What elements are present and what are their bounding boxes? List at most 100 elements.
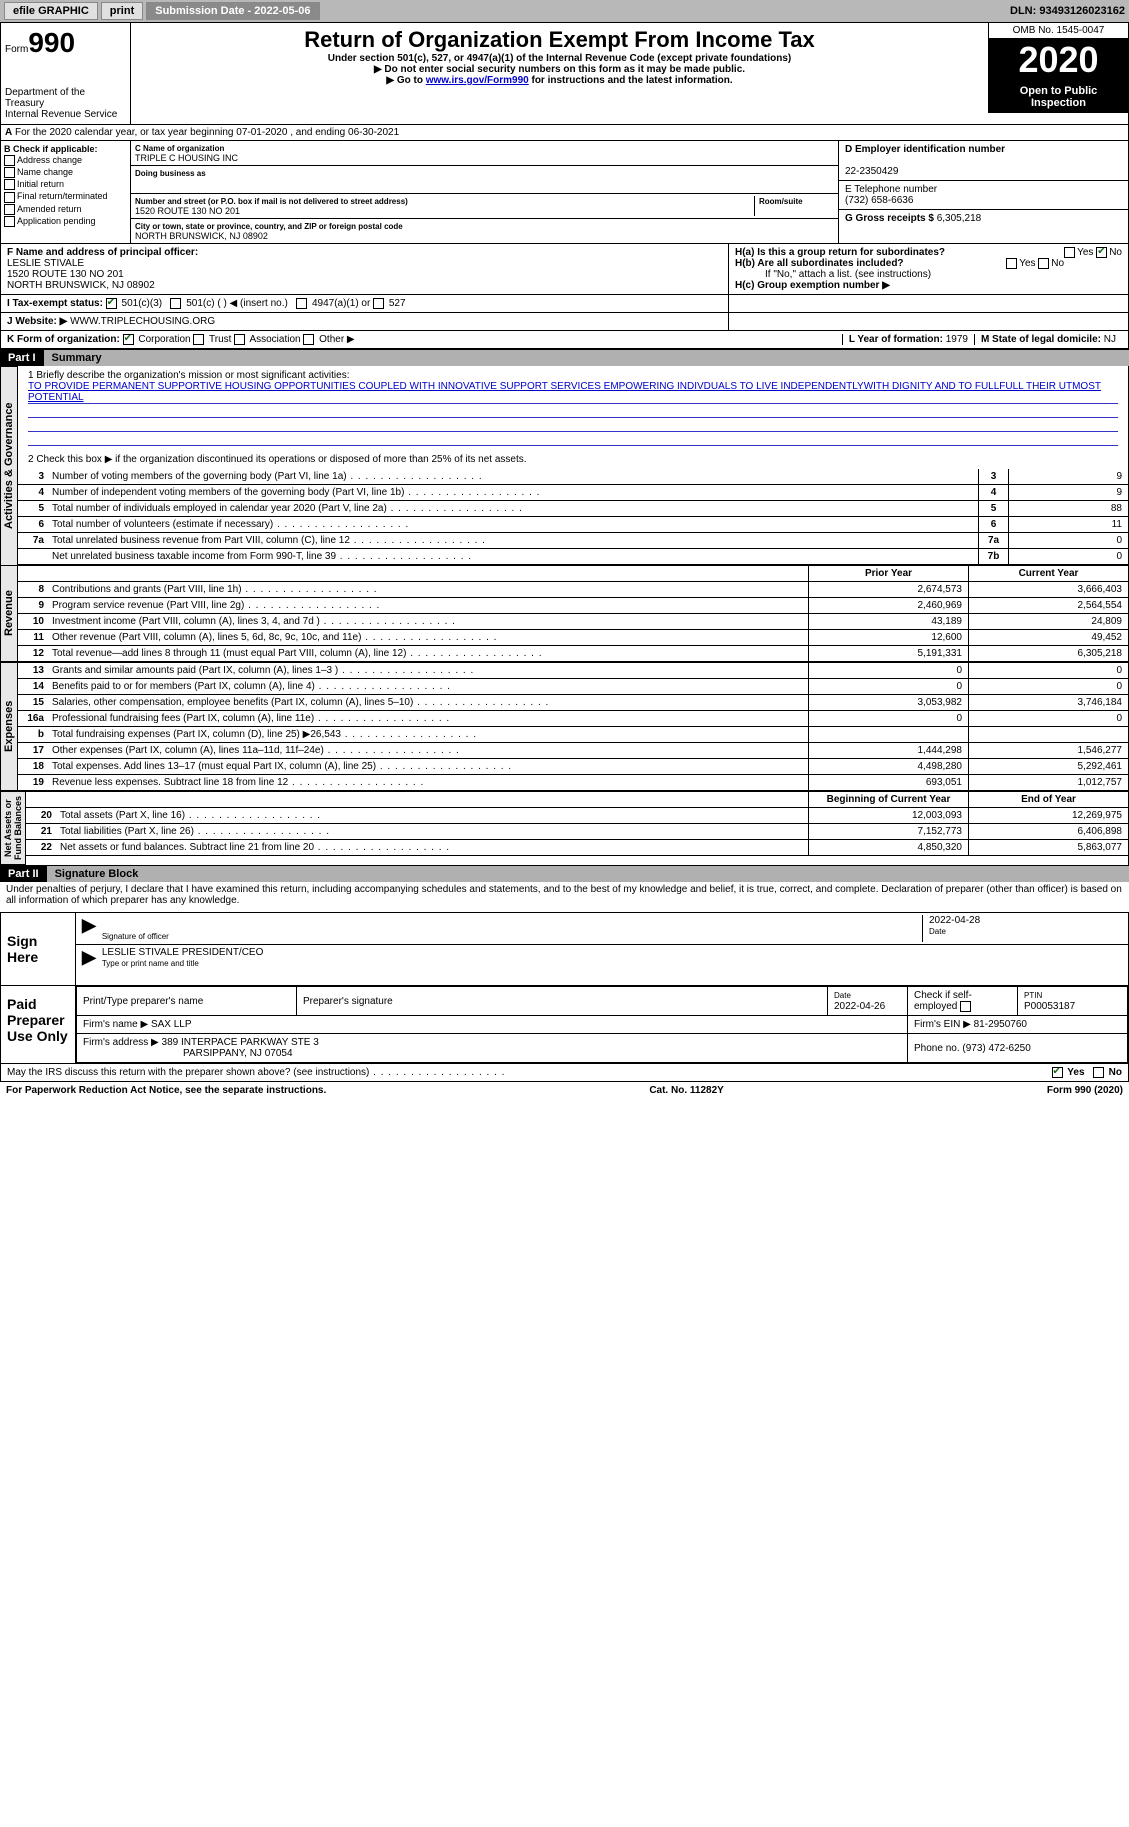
year-block: OMB No. 1545-0047 2020 Open to Public In… bbox=[988, 23, 1128, 113]
form-prefix: Form bbox=[5, 44, 28, 55]
sig-date: 2022-04-28 bbox=[929, 915, 980, 926]
dept-label: Department of the Treasury Internal Reve… bbox=[5, 87, 126, 120]
year-formation: 1979 bbox=[946, 334, 968, 345]
cb-self-employed[interactable] bbox=[960, 1001, 971, 1012]
open-to-public: Open to Public Inspection bbox=[989, 81, 1128, 113]
cb-other[interactable] bbox=[303, 334, 314, 345]
cb-corporation[interactable] bbox=[123, 334, 134, 345]
row-f-h: F Name and address of principal officer:… bbox=[0, 244, 1129, 295]
fin-line: 22 Net assets or fund balances. Subtract… bbox=[26, 840, 1128, 856]
row-j: J Website: ▶ WWW.TRIPLECHOUSING.ORG bbox=[0, 313, 1129, 331]
officer-printed-name: LESLIE STIVALE PRESIDENT/CEO bbox=[102, 947, 264, 958]
paid-preparer-label: Paid Preparer Use Only bbox=[1, 986, 76, 1063]
fin-line: 13 Grants and similar amounts paid (Part… bbox=[18, 663, 1128, 679]
fin-line: 16a Professional fundraising fees (Part … bbox=[18, 711, 1128, 727]
fin-line: 20 Total assets (Part X, line 16) 12,003… bbox=[26, 808, 1128, 824]
form-id-block: Form990 Department of the Treasury Inter… bbox=[1, 23, 131, 124]
form-title: Return of Organization Exempt From Incom… bbox=[135, 27, 984, 53]
fin-line: 21 Total liabilities (Part X, line 26) 7… bbox=[26, 824, 1128, 840]
print-button[interactable]: print bbox=[101, 2, 143, 20]
mission-text: TO PROVIDE PERMANENT SUPPORTIVE HOUSING … bbox=[28, 381, 1118, 404]
officer-addr1: 1520 ROUTE 130 NO 201 bbox=[7, 269, 124, 280]
hdr-begin-year: Beginning of Current Year bbox=[808, 792, 968, 807]
cb-name-change[interactable]: Name change bbox=[4, 167, 127, 178]
form-header: Form990 Department of the Treasury Inter… bbox=[0, 22, 1129, 125]
cb-501c3[interactable] bbox=[106, 298, 117, 309]
gov-line: 5 Total number of individuals employed i… bbox=[18, 501, 1128, 517]
gov-line: 3 Number of voting members of the govern… bbox=[18, 469, 1128, 485]
hdr-prior-year: Prior Year bbox=[808, 566, 968, 581]
preparer-table: Print/Type preparer's name Preparer's si… bbox=[76, 986, 1128, 1063]
mission-block: 1 Briefly describe the organization's mi… bbox=[18, 366, 1128, 450]
officer-addr2: NORTH BRUNSWICK, NJ 08902 bbox=[7, 280, 155, 291]
subtitle-2: ▶ Do not enter social security numbers o… bbox=[135, 64, 984, 75]
fin-line: 14 Benefits paid to or for members (Part… bbox=[18, 679, 1128, 695]
discuss-row: May the IRS discuss this return with the… bbox=[0, 1064, 1129, 1082]
cb-hb-yes[interactable] bbox=[1006, 258, 1017, 269]
state-domicile: NJ bbox=[1104, 334, 1116, 345]
signature-block: Sign Here ▶Signature of officer2022-04-2… bbox=[0, 912, 1129, 986]
city-state-zip: NORTH BRUNSWICK, NJ 08902 bbox=[135, 231, 268, 241]
topbar: efile GRAPHIC print Submission Date - 20… bbox=[0, 0, 1129, 22]
row-i: I Tax-exempt status: 501(c)(3) 501(c) ( … bbox=[0, 295, 1129, 313]
prep-date: 2022-04-26 bbox=[834, 1001, 885, 1012]
cb-discuss-no[interactable] bbox=[1093, 1067, 1104, 1078]
firm-name: SAX LLP bbox=[151, 1019, 192, 1030]
firm-phone: (973) 472-6250 bbox=[962, 1043, 1030, 1054]
dln-label: DLN: 93493126023162 bbox=[1010, 5, 1125, 17]
vtab-revenue: Revenue bbox=[0, 565, 18, 662]
cb-trust[interactable] bbox=[193, 334, 204, 345]
fin-line: 11 Other revenue (Part VIII, column (A),… bbox=[18, 630, 1128, 646]
part2-header: Part II Signature Block bbox=[0, 865, 1129, 882]
vtab-net-assets: Net Assets or Fund Balances bbox=[0, 791, 26, 865]
cb-application-pending[interactable]: Application pending bbox=[4, 216, 127, 227]
submission-date-label: Submission Date - 2022-05-06 bbox=[146, 2, 319, 20]
ptin: P00053187 bbox=[1024, 1001, 1075, 1012]
cb-discuss-yes[interactable] bbox=[1052, 1067, 1063, 1078]
gov-line: 6 Total number of volunteers (estimate i… bbox=[18, 517, 1128, 533]
subtitle-3: ▶ Go to www.irs.gov/Form990 for instruct… bbox=[135, 75, 984, 86]
cb-501c[interactable] bbox=[170, 298, 181, 309]
gross-receipts: 6,305,218 bbox=[937, 213, 982, 224]
cb-4947[interactable] bbox=[296, 298, 307, 309]
efile-graphic-button[interactable]: efile GRAPHIC bbox=[4, 2, 98, 20]
cb-ha-yes[interactable] bbox=[1064, 247, 1075, 258]
street-address: 1520 ROUTE 130 NO 201 bbox=[135, 206, 240, 216]
fin-line: 18 Total expenses. Add lines 13–17 (must… bbox=[18, 759, 1128, 775]
fin-line: 15 Salaries, other compensation, employe… bbox=[18, 695, 1128, 711]
main-info-block: B Check if applicable: Address change Na… bbox=[0, 141, 1129, 244]
cb-address-change[interactable]: Address change bbox=[4, 155, 127, 166]
omb-number: OMB No. 1545-0047 bbox=[989, 23, 1128, 39]
tax-year: 2020 bbox=[989, 39, 1128, 81]
declaration-text: Under penalties of perjury, I declare th… bbox=[0, 882, 1129, 908]
vtab-expenses: Expenses bbox=[0, 662, 18, 791]
fin-line: 9 Program service revenue (Part VIII, li… bbox=[18, 598, 1128, 614]
gov-line: 4 Number of independent voting members o… bbox=[18, 485, 1128, 501]
gov-line: 7a Total unrelated business revenue from… bbox=[18, 533, 1128, 549]
cb-initial-return[interactable]: Initial return bbox=[4, 179, 127, 190]
fin-line: 10 Investment income (Part VIII, column … bbox=[18, 614, 1128, 630]
row-k-l-m: K Form of organization: Corporation Trus… bbox=[0, 331, 1129, 349]
irs-link[interactable]: www.irs.gov/Form990 bbox=[426, 75, 529, 86]
vtab-governance: Activities & Governance bbox=[0, 366, 18, 565]
cb-amended-return[interactable]: Amended return bbox=[4, 204, 127, 215]
box-c: C Name of organizationTRIPLE C HOUSING I… bbox=[131, 141, 838, 243]
part1-header: Part I Summary bbox=[0, 349, 1129, 366]
cb-527[interactable] bbox=[373, 298, 384, 309]
form-number: 990 bbox=[28, 27, 75, 58]
fin-line: 8 Contributions and grants (Part VIII, l… bbox=[18, 582, 1128, 598]
title-block: Return of Organization Exempt From Incom… bbox=[131, 23, 988, 90]
cb-hb-no[interactable] bbox=[1038, 258, 1049, 269]
firm-addr1: 389 INTERPACE PARKWAY STE 3 bbox=[162, 1037, 319, 1048]
gov-line: Net unrelated business taxable income fr… bbox=[18, 549, 1128, 565]
cb-association[interactable] bbox=[234, 334, 245, 345]
page-footer: For Paperwork Reduction Act Notice, see … bbox=[0, 1082, 1129, 1099]
box-d-e-g: D Employer identification number22-23504… bbox=[838, 141, 1128, 243]
website-link[interactable]: WWW.TRIPLECHOUSING.ORG bbox=[70, 316, 215, 327]
telephone: (732) 658-6636 bbox=[845, 195, 913, 206]
subtitle-1: Under section 501(c), 527, or 4947(a)(1)… bbox=[135, 53, 984, 64]
cb-final-return[interactable]: Final return/terminated bbox=[4, 191, 127, 202]
cb-ha-no[interactable] bbox=[1096, 247, 1107, 258]
org-name: TRIPLE C HOUSING INC bbox=[135, 153, 238, 163]
officer-name: LESLIE STIVALE bbox=[7, 258, 84, 269]
